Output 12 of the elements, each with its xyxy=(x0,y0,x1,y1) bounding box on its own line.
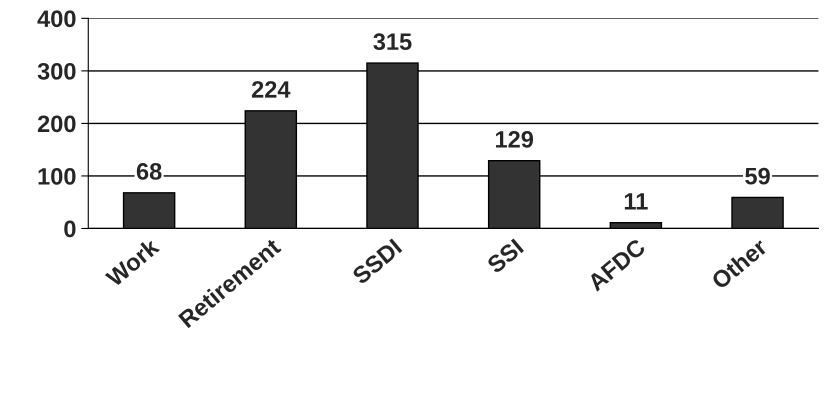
data-label: 129 xyxy=(496,130,534,148)
y-tick-label: 300 xyxy=(38,62,76,80)
data-label: 59 xyxy=(745,168,770,184)
y-tick-label: 200 xyxy=(38,115,76,132)
data-label: 315 xyxy=(373,33,412,50)
y-tick-label: 100 xyxy=(38,168,76,185)
data-label: 11 xyxy=(624,193,648,210)
data-label: 68 xyxy=(136,163,162,180)
x-tick-label: SSI xyxy=(486,238,524,274)
y-tick-label: 400 xyxy=(37,10,76,28)
y-tick-label: 0 xyxy=(64,220,76,238)
data-label: 224 xyxy=(252,81,290,98)
